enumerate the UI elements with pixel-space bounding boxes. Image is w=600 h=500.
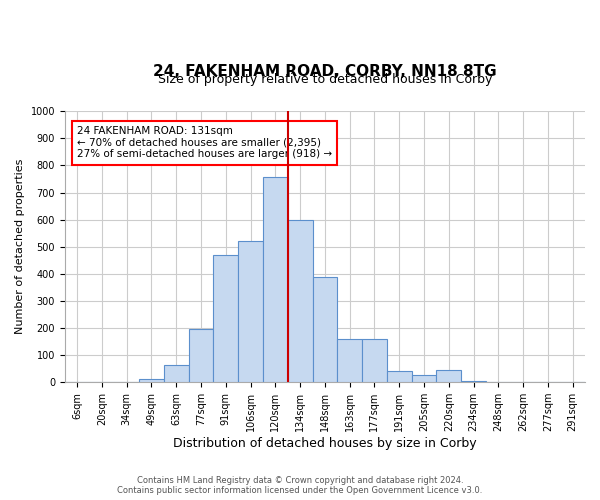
Bar: [263, 177, 288, 382]
Bar: [288, 220, 313, 382]
Bar: [461, 381, 486, 382]
Y-axis label: Number of detached properties: Number of detached properties: [15, 159, 25, 334]
Bar: [238, 242, 263, 382]
Text: Contains HM Land Registry data © Crown copyright and database right 2024.
Contai: Contains HM Land Registry data © Crown c…: [118, 476, 482, 495]
Bar: [387, 371, 412, 382]
Bar: [436, 370, 461, 382]
Bar: [412, 375, 436, 382]
Bar: [139, 378, 164, 382]
Bar: [337, 339, 362, 382]
Text: 24 FAKENHAM ROAD: 131sqm
← 70% of detached houses are smaller (2,395)
27% of sem: 24 FAKENHAM ROAD: 131sqm ← 70% of detach…: [77, 126, 332, 160]
Text: 24, FAKENHAM ROAD, CORBY, NN18 8TG: 24, FAKENHAM ROAD, CORBY, NN18 8TG: [153, 64, 497, 78]
X-axis label: Distribution of detached houses by size in Corby: Distribution of detached houses by size …: [173, 437, 477, 450]
Bar: [164, 365, 188, 382]
Title: Size of property relative to detached houses in Corby: Size of property relative to detached ho…: [158, 74, 492, 86]
Bar: [214, 255, 238, 382]
Bar: [313, 276, 337, 382]
Bar: [188, 329, 214, 382]
Bar: [362, 339, 387, 382]
